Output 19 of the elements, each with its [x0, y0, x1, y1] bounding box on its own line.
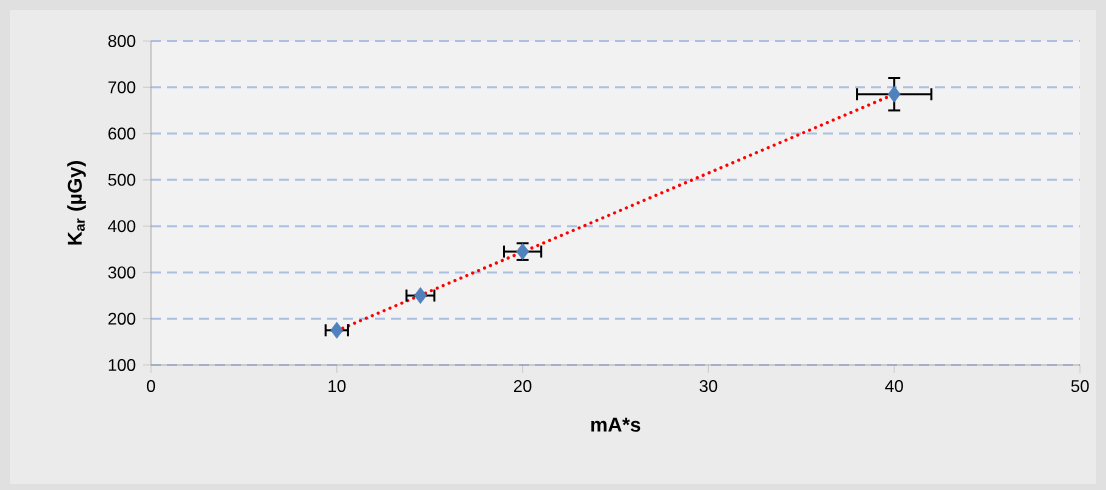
- y-tick-label: 600: [108, 127, 136, 140]
- y-tick-label: 500: [108, 173, 136, 186]
- y-axis-title: K$_{ar}$ (µGy): [67, 161, 86, 245]
- x-tick-label: 20: [514, 380, 532, 393]
- x-axis-title: mA*s: [591, 417, 641, 432]
- point: [330, 321, 344, 339]
- y-tick-label: 400: [107, 220, 136, 233]
- x-tick-label: 10: [328, 380, 346, 393]
- y-tick-label: 800: [108, 35, 136, 48]
- x-tick-label: 0: [146, 380, 156, 393]
- y-tick-label: 200: [108, 312, 136, 325]
- y-tick-label: 100: [108, 358, 136, 371]
- x-tick-label: 40: [885, 380, 903, 393]
- point: [887, 85, 901, 103]
- y-tick-label: 300: [108, 266, 136, 279]
- point: [414, 287, 427, 304]
- x-tick-label: 30: [699, 380, 718, 393]
- x-tick-label: 50: [1071, 380, 1089, 393]
- y-tick-label: 700: [108, 81, 136, 94]
